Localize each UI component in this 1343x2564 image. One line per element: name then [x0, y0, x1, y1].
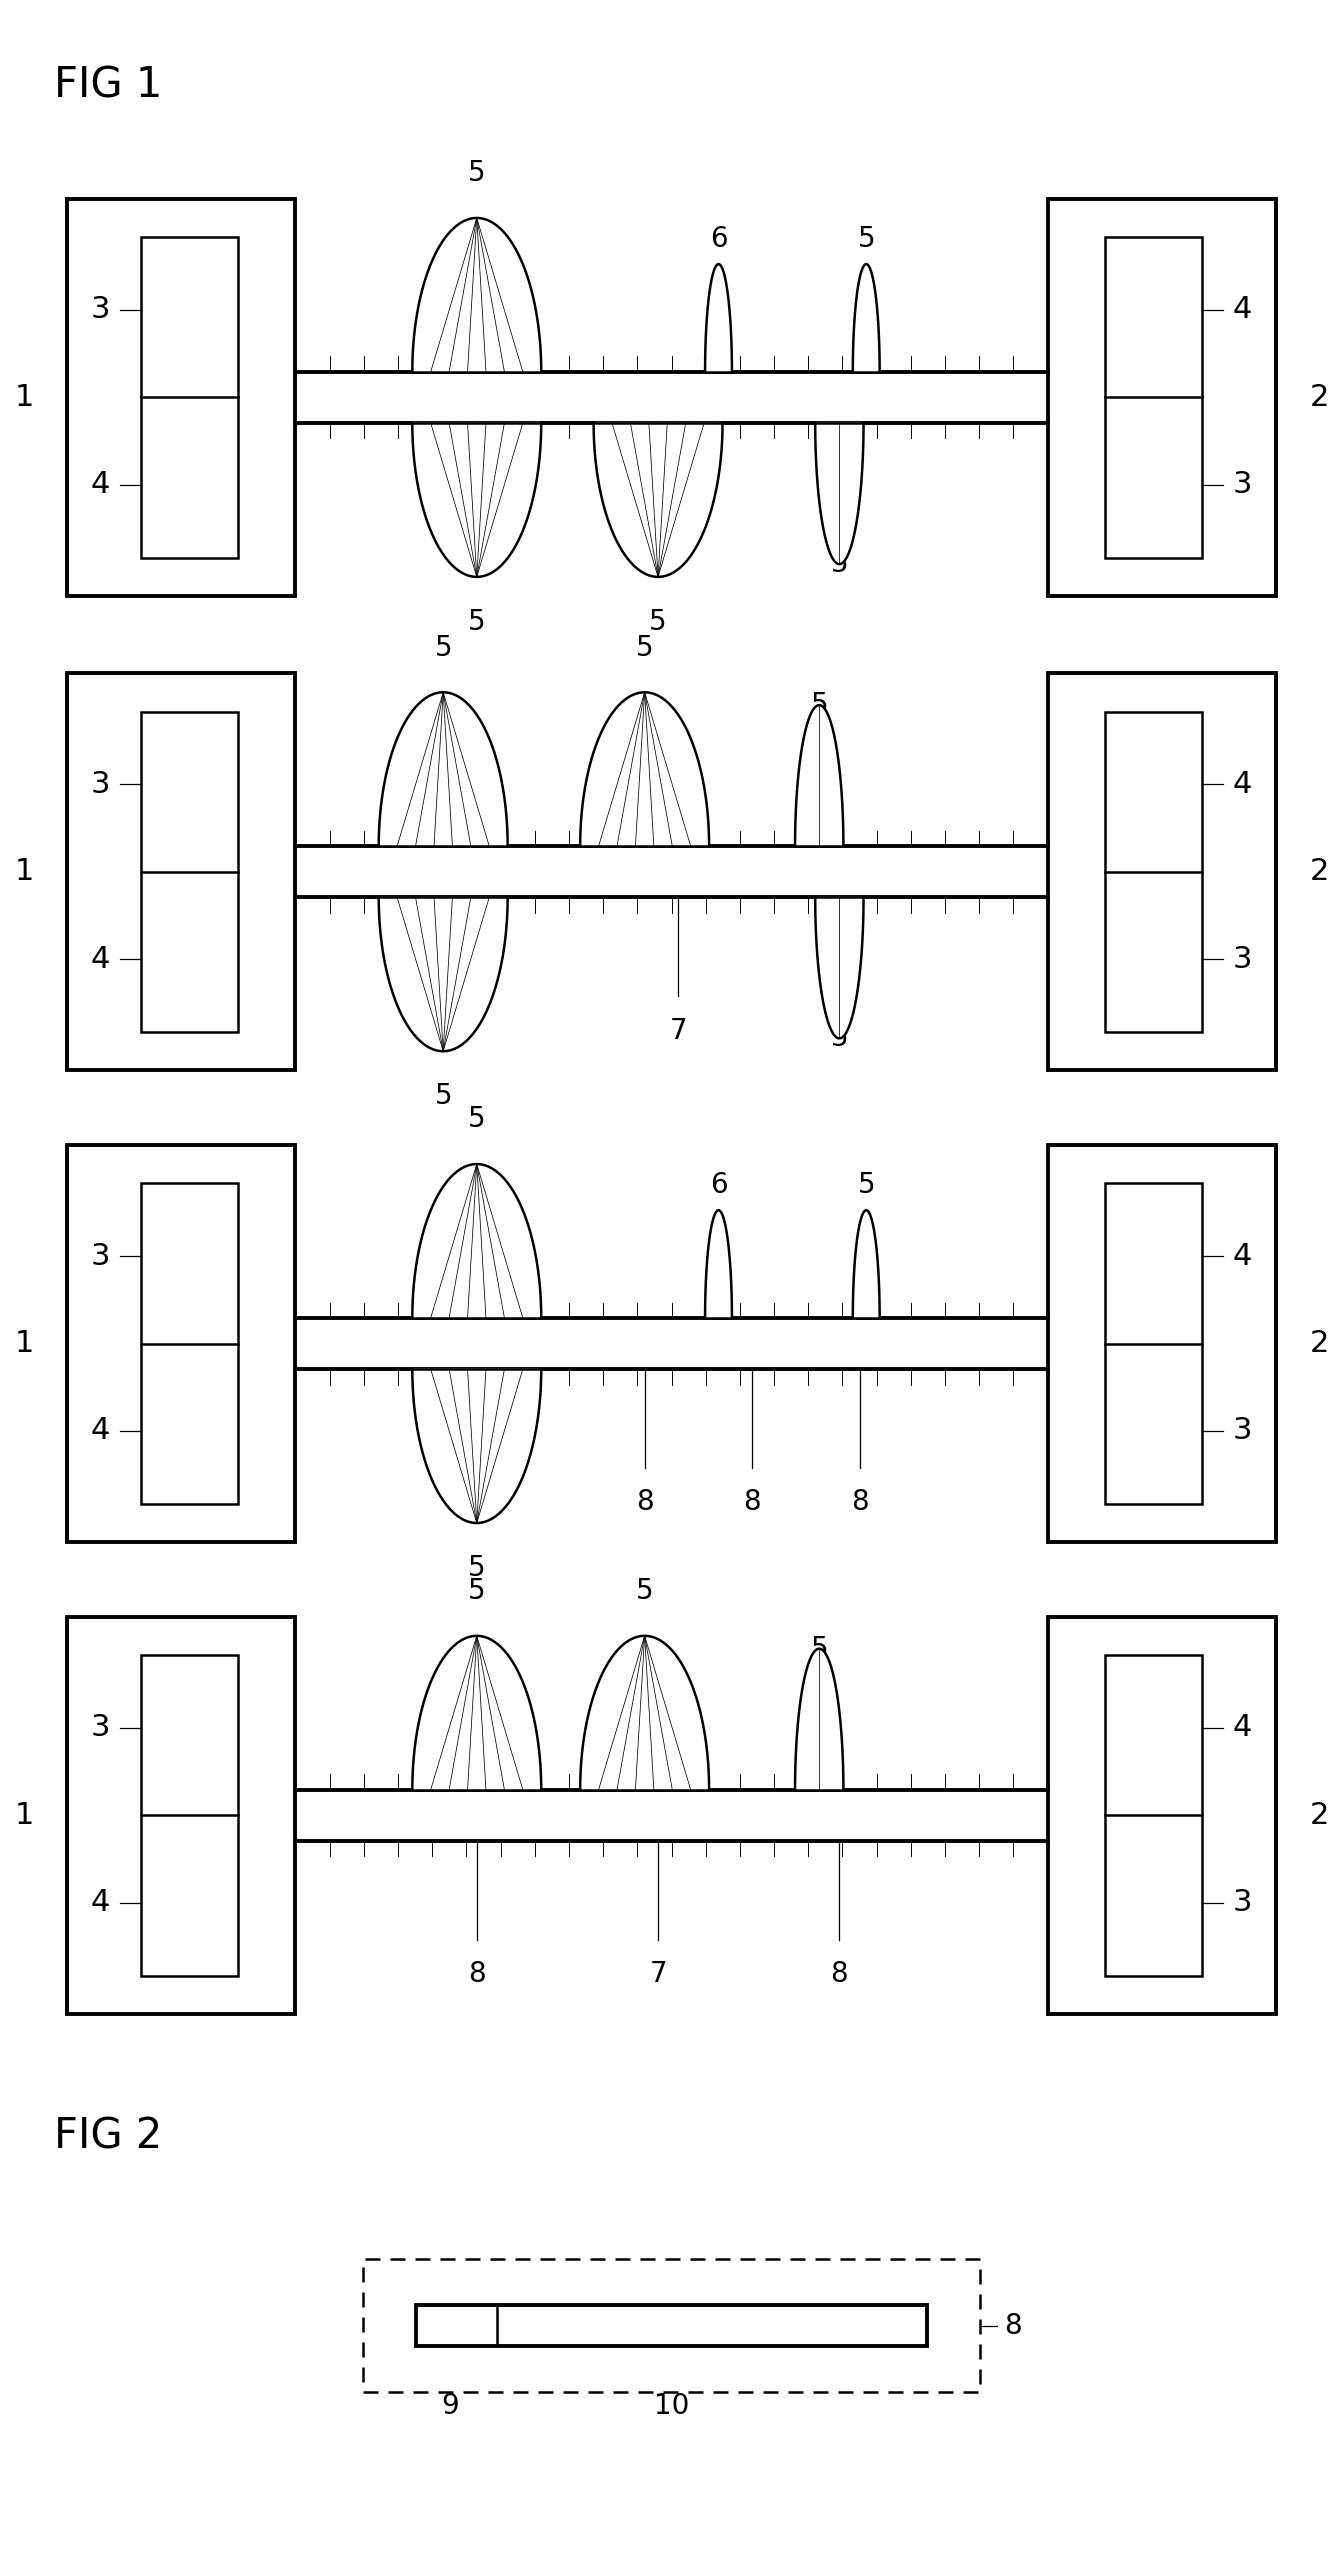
- Text: 4: 4: [1233, 1241, 1252, 1272]
- Text: 5: 5: [635, 1577, 654, 1605]
- Polygon shape: [594, 423, 723, 577]
- Bar: [416, 2305, 927, 2346]
- Text: 6: 6: [709, 1172, 728, 1200]
- Text: 5: 5: [467, 1554, 486, 1582]
- Text: 5: 5: [857, 1172, 876, 1200]
- Bar: [141, 710, 238, 1031]
- Polygon shape: [853, 264, 880, 372]
- Bar: [141, 1185, 238, 1503]
- Polygon shape: [705, 1210, 732, 1318]
- Text: 5: 5: [434, 1082, 453, 1110]
- Text: 5: 5: [810, 1636, 829, 1664]
- Polygon shape: [412, 218, 541, 372]
- Bar: [1048, 1144, 1276, 1544]
- Text: 8: 8: [850, 1487, 869, 1515]
- Polygon shape: [795, 1649, 843, 1790]
- Text: 4: 4: [91, 944, 110, 974]
- Text: 5: 5: [467, 1105, 486, 1133]
- Bar: [141, 1656, 238, 1974]
- Text: 5: 5: [467, 1577, 486, 1605]
- Text: 4: 4: [91, 469, 110, 500]
- Bar: [67, 1144, 295, 1544]
- Text: 2: 2: [1309, 1800, 1328, 1831]
- Text: 1: 1: [15, 382, 34, 413]
- Polygon shape: [815, 897, 864, 1038]
- Text: 5: 5: [857, 226, 876, 254]
- Polygon shape: [412, 1369, 541, 1523]
- Text: 5: 5: [830, 551, 849, 577]
- Polygon shape: [412, 423, 541, 577]
- Polygon shape: [795, 705, 843, 846]
- Polygon shape: [853, 1210, 880, 1318]
- Bar: [67, 200, 295, 597]
- Text: 3: 3: [90, 295, 110, 326]
- Polygon shape: [412, 1164, 541, 1318]
- Text: 10: 10: [654, 2392, 689, 2420]
- Text: 5: 5: [810, 692, 829, 718]
- Text: FIG 1: FIG 1: [54, 64, 163, 105]
- Text: 3: 3: [90, 769, 110, 800]
- Text: 5: 5: [434, 633, 453, 662]
- Text: 3: 3: [1233, 1415, 1253, 1446]
- Text: 7: 7: [669, 1015, 688, 1044]
- Text: 5: 5: [635, 633, 654, 662]
- Bar: [1048, 200, 1276, 597]
- Text: 4: 4: [1233, 1713, 1252, 1744]
- Bar: [1105, 710, 1202, 1031]
- Bar: [1048, 1618, 1276, 2015]
- Bar: [1048, 672, 1276, 1072]
- Text: 8: 8: [830, 1959, 849, 1987]
- Text: 3: 3: [90, 1713, 110, 1744]
- Text: 2: 2: [1309, 1328, 1328, 1359]
- Bar: [141, 238, 238, 559]
- Text: 8: 8: [635, 1487, 654, 1515]
- Polygon shape: [379, 692, 508, 846]
- Text: 2: 2: [1309, 856, 1328, 887]
- Text: 9: 9: [441, 2392, 459, 2420]
- Text: FIG 2: FIG 2: [54, 2115, 163, 2156]
- Bar: [67, 1618, 295, 2015]
- Text: 3: 3: [1233, 469, 1253, 500]
- Polygon shape: [815, 423, 864, 564]
- Text: 1: 1: [15, 1800, 34, 1831]
- Text: 4: 4: [91, 1887, 110, 1918]
- Text: 1: 1: [15, 1328, 34, 1359]
- Polygon shape: [580, 692, 709, 846]
- Bar: [1105, 1185, 1202, 1503]
- Text: 2: 2: [1309, 382, 1328, 413]
- Text: 5: 5: [467, 608, 486, 636]
- Text: 3: 3: [1233, 1887, 1253, 1918]
- Bar: [1105, 238, 1202, 559]
- Bar: [1105, 1656, 1202, 1974]
- Text: 5: 5: [830, 1023, 849, 1051]
- Bar: [363, 2259, 980, 2392]
- Text: 8: 8: [743, 1487, 761, 1515]
- Text: 5: 5: [649, 608, 667, 636]
- Text: 3: 3: [90, 1241, 110, 1272]
- Polygon shape: [580, 1636, 709, 1790]
- Text: 4: 4: [1233, 769, 1252, 800]
- Polygon shape: [379, 897, 508, 1051]
- Text: 7: 7: [649, 1959, 667, 1987]
- Text: 4: 4: [91, 1415, 110, 1446]
- Text: 8: 8: [1005, 2313, 1022, 2338]
- Text: 1: 1: [15, 856, 34, 887]
- Bar: [67, 672, 295, 1072]
- Text: 6: 6: [709, 226, 728, 254]
- Polygon shape: [705, 264, 732, 372]
- Text: 5: 5: [467, 159, 486, 187]
- Text: 8: 8: [467, 1959, 486, 1987]
- Text: 4: 4: [1233, 295, 1252, 326]
- Text: 3: 3: [1233, 944, 1253, 974]
- Polygon shape: [412, 1636, 541, 1790]
